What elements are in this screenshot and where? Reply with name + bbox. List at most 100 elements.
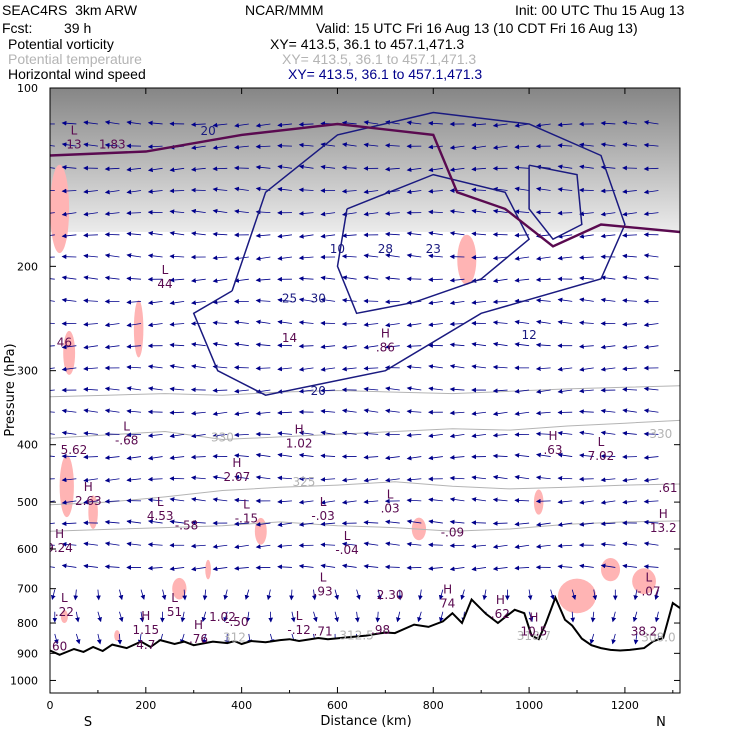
wind-vector	[375, 611, 381, 623]
wind-vector	[449, 145, 465, 150]
wind-vector	[277, 499, 292, 505]
wind-vector	[169, 300, 185, 306]
wind-vector	[428, 386, 443, 392]
pv-extremum-marker: H	[549, 429, 558, 443]
wind-vector	[320, 297, 336, 303]
forecast-hours: 39 h	[64, 20, 92, 36]
theta-label: 325	[292, 475, 315, 489]
terrain-line	[50, 595, 680, 656]
wind-vector	[298, 187, 314, 193]
wind-vector	[266, 589, 272, 601]
wind-contour-label: 20	[200, 124, 215, 138]
pv-shaded-region	[50, 164, 70, 254]
wind-vector	[191, 566, 206, 572]
pv-extremum-value: -.07	[637, 584, 660, 598]
wind-vector	[298, 343, 314, 349]
pv-extremum-value: .63	[543, 443, 562, 457]
wind-vector	[600, 521, 616, 527]
wind-vector	[255, 298, 271, 304]
wind-vector	[190, 519, 206, 525]
wind-vector	[571, 589, 577, 600]
wind-contour-label: 20	[311, 384, 326, 398]
wind-vector	[147, 519, 163, 524]
wind-vector	[126, 364, 142, 370]
pv-extremum-marker: H	[194, 618, 203, 632]
wind-vector	[255, 277, 271, 283]
wind-vector	[139, 611, 145, 623]
pv-extremum-marker: L	[243, 498, 250, 512]
wind-vector	[75, 633, 81, 645]
wind-vector	[535, 122, 551, 128]
pv-extremum-marker: L	[71, 123, 78, 137]
wind-vector	[190, 166, 206, 172]
wind-vector	[557, 143, 573, 148]
wind-vector	[514, 209, 530, 215]
wind-vector	[277, 564, 292, 570]
pv-extremum-marker: L	[123, 419, 130, 433]
wind-vector	[406, 519, 422, 524]
x-tick-label: 600	[327, 699, 348, 712]
wind-vector	[622, 142, 637, 148]
wind-vector	[104, 564, 120, 570]
wind-vector	[169, 519, 185, 525]
pv-shaded-region	[172, 577, 187, 600]
wind-vector	[83, 454, 98, 460]
wind-vector	[126, 210, 142, 216]
wind-vector	[579, 344, 594, 349]
wind-vector	[212, 231, 228, 237]
y-axis-label: Pressure (hPa)	[3, 343, 18, 436]
wind-vector	[341, 344, 357, 350]
wind-vector	[514, 453, 530, 458]
wind-vector	[104, 166, 120, 172]
wind-vector	[75, 611, 80, 623]
wind-vector	[406, 432, 422, 438]
wind-vector	[245, 611, 251, 623]
wind-vector	[622, 232, 637, 238]
wind-vector	[471, 300, 487, 305]
wind-vector	[579, 211, 594, 217]
pv-extremum-value: .22	[55, 605, 74, 619]
wind-vector	[50, 234, 55, 236]
pv-extremum-value: .86	[376, 340, 395, 354]
wind-vector	[191, 300, 206, 306]
wind-vector	[61, 477, 77, 483]
wind-vector	[406, 455, 422, 461]
wind-vector	[234, 544, 249, 550]
wind-vector	[600, 408, 616, 414]
legend-wind-xy: XY= 413.5, 36.1 to 457.1,471.3	[288, 66, 483, 82]
wind-vector	[169, 566, 185, 572]
wind-vector	[428, 519, 443, 525]
pv-extremum-value: 46	[57, 336, 72, 350]
pv-extremum-marker: L	[646, 570, 653, 584]
wind-vector	[643, 455, 659, 460]
wind-vector	[255, 544, 271, 549]
wind-vector	[385, 253, 400, 258]
wind-vector	[147, 167, 163, 173]
wind-vector	[104, 541, 120, 547]
wind-vector	[104, 477, 120, 483]
wind-vector	[234, 453, 249, 459]
wind-vector	[298, 276, 314, 281]
wind-vector	[212, 497, 228, 503]
pv-extremum-value: 14	[282, 331, 297, 345]
wind-vector	[449, 342, 465, 348]
wind-vector	[449, 410, 465, 416]
wind-vector	[449, 455, 465, 460]
wind-vector	[298, 255, 314, 261]
wind-vector	[277, 164, 292, 170]
wind-vector	[212, 566, 228, 572]
wind-vector	[643, 519, 659, 525]
wind-vector	[255, 452, 271, 458]
theta-label: 330	[649, 427, 672, 441]
wind-vector	[50, 433, 55, 435]
wind-vector	[104, 519, 120, 525]
wind-vector	[61, 275, 77, 281]
wind-vector	[557, 430, 573, 436]
wind-vector	[298, 164, 314, 170]
wind-vector	[341, 253, 357, 259]
wind-vector	[126, 231, 142, 237]
wind-vector	[169, 497, 185, 502]
wind-vector	[406, 343, 422, 349]
pv-extremum-value: 1.02	[286, 437, 313, 451]
